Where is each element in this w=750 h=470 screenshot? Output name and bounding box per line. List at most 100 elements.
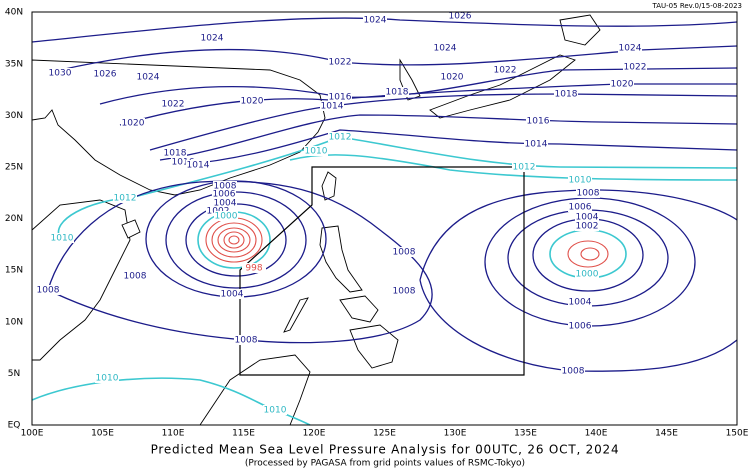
- label-backdrop: [576, 188, 600, 198]
- label-backdrop: [575, 212, 599, 222]
- longitude-label: 140E: [585, 429, 608, 439]
- isobar-label: 1008: [393, 287, 416, 297]
- label-backdrop: [186, 160, 210, 170]
- label-backdrop: [524, 139, 548, 149]
- label-backdrop: [493, 65, 517, 75]
- map-title: Predicted Mean Sea Level Pressure Analys…: [151, 443, 620, 457]
- latitude-label: EQ: [8, 421, 21, 431]
- label-backdrop: [50, 233, 74, 243]
- isobar-label: 1008: [577, 189, 600, 199]
- label-backdrop: [304, 146, 328, 156]
- isobar-label: 1026: [94, 70, 117, 80]
- isobar-label: 1008: [124, 272, 147, 282]
- label-backdrop: [575, 269, 599, 279]
- longitude-label: 145E: [655, 429, 678, 439]
- isobar: [567, 240, 609, 268]
- isobar-label: 1024: [434, 44, 457, 54]
- label-backdrop: [328, 132, 352, 142]
- label-backdrop: [440, 72, 464, 82]
- label-backdrop: [212, 189, 236, 199]
- label-backdrop: [213, 198, 237, 208]
- isobar-label: 1022: [162, 100, 185, 110]
- latitude-label: 25N: [5, 163, 23, 173]
- label-backdrop: [328, 92, 352, 102]
- isobar-label: 1004: [214, 199, 237, 209]
- label-backdrop: [171, 157, 195, 167]
- isobar-label: 1004: [569, 298, 592, 308]
- isobar-label: 1008: [214, 182, 237, 192]
- label-backdrop: [136, 72, 160, 82]
- isobar-label: 1016: [329, 93, 352, 103]
- isobar-label: 1014: [525, 140, 548, 150]
- revision: TAU-05 Rev.0/15-08-2023: [652, 2, 742, 10]
- label-backdrop: [392, 247, 416, 257]
- longitude-label: 115E: [232, 429, 255, 439]
- isobar-label: 1010: [51, 234, 74, 244]
- isobar-label: 1014: [187, 161, 210, 171]
- par-boundary: [239, 166, 525, 376]
- isobar-label: 1024: [364, 16, 387, 26]
- label-backdrop: [554, 89, 578, 99]
- label-backdrop: [568, 175, 592, 185]
- label-backdrop: [213, 181, 237, 191]
- isobar-label: 1020: [611, 80, 634, 90]
- label-backdrop: [575, 221, 599, 231]
- longitude-label: 110E: [162, 429, 185, 439]
- isobar: [211, 222, 257, 258]
- label-backdrop: [220, 289, 244, 299]
- label-backdrop: [448, 11, 472, 21]
- label-backdrop: [95, 373, 119, 383]
- isobar-label: 1026: [449, 12, 472, 22]
- label-backdrop: [163, 148, 187, 158]
- isobars: [31, 17, 738, 426]
- isobar-label: 1014: [321, 102, 344, 112]
- label-backdrop: [121, 118, 145, 128]
- isobar-label: 1020: [241, 97, 264, 107]
- label-backdrop: [328, 57, 352, 67]
- isobar-label: 1016: [172, 158, 195, 168]
- isobar-label: 1010: [305, 147, 328, 157]
- isobar-label: 1006: [213, 190, 236, 200]
- label-backdrop: [36, 285, 60, 295]
- isobar-label: 1018: [164, 149, 187, 159]
- latitude-label: 15N: [5, 266, 23, 276]
- longitude-label: 135E: [514, 429, 537, 439]
- isobar-label: 1012: [114, 194, 137, 204]
- isobar-label: 1024: [137, 73, 160, 83]
- isobar-label: 1030: [49, 69, 72, 79]
- isobar: [217, 227, 251, 253]
- label-backdrop: [48, 68, 72, 78]
- longitude-label: 130E: [444, 429, 467, 439]
- isobar: [228, 235, 240, 245]
- isobar: [31, 17, 738, 43]
- label-backdrop: [123, 271, 147, 281]
- label-backdrop: [320, 101, 344, 111]
- isobar: [57, 136, 738, 239]
- isobar-label: 1012: [329, 133, 352, 143]
- isobar: [149, 93, 738, 151]
- isobar-label: 1006: [569, 322, 592, 332]
- isobar-label: 1022: [494, 66, 517, 76]
- latitude-label: 30N: [5, 111, 23, 121]
- label-backdrop: [392, 286, 416, 296]
- mindanao: [349, 324, 399, 369]
- isobar-label: 1010: [96, 374, 119, 384]
- longitude-label: 125E: [373, 429, 396, 439]
- isobar-label: 1020: [441, 73, 464, 83]
- latitude-label: 40N: [5, 8, 23, 18]
- label-backdrop: [618, 43, 642, 53]
- isobar-label: 1020: [122, 119, 145, 129]
- longitude-label: 150E: [726, 429, 749, 439]
- isobar-label: 1012: [513, 163, 536, 173]
- label-backdrop: [263, 405, 287, 415]
- isobar-label: 1022: [329, 58, 352, 68]
- isobar-label: 1018: [555, 90, 578, 100]
- isobar-label: 1002: [576, 222, 599, 232]
- isobar: [223, 231, 245, 249]
- isobar-label: 1024: [619, 44, 642, 54]
- isobar-label: 1008: [235, 336, 258, 346]
- isobar-label: 1006: [569, 203, 592, 213]
- latitude-label: 10N: [5, 317, 23, 327]
- isobar-label: 998: [245, 264, 262, 274]
